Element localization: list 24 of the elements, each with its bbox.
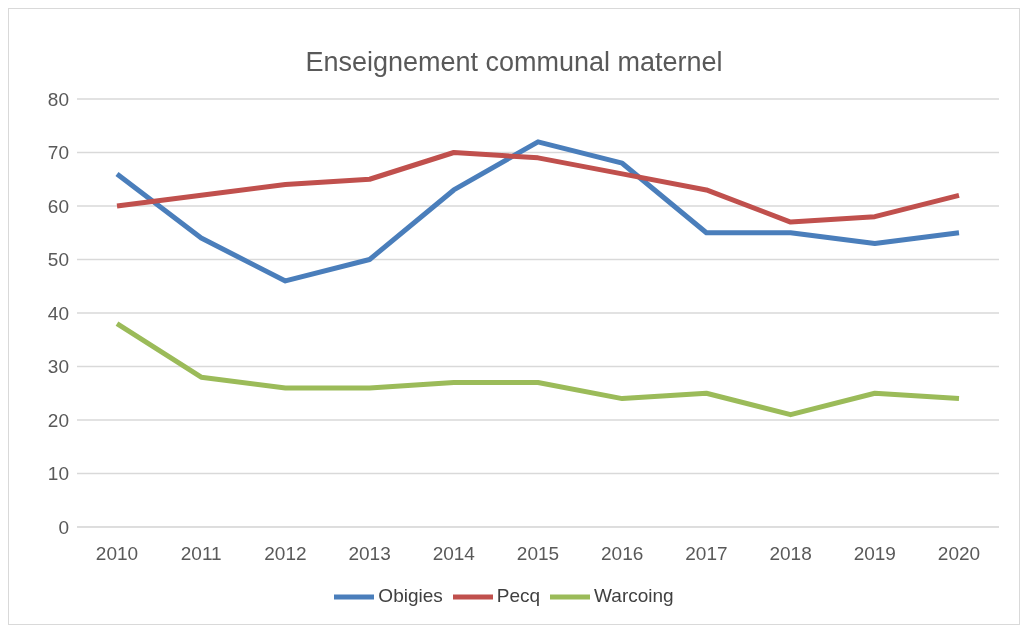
x-tick-label: 2016	[601, 543, 644, 565]
x-tick-label: 2010	[95, 543, 139, 565]
y-tick-label: 20	[47, 409, 69, 431]
x-tick-label: 2020	[937, 543, 981, 565]
x-tick-label: 2013	[348, 543, 391, 565]
legend-label: Obigies	[378, 585, 443, 607]
x-tick-label: 2012	[264, 543, 307, 565]
x-tick-label: 2017	[685, 543, 728, 565]
x-tick-label: 2018	[769, 543, 812, 565]
y-tick-label: 60	[47, 195, 69, 217]
x-tick-label: 2015	[516, 543, 560, 565]
y-tick-label: 10	[47, 463, 69, 485]
y-tick-label: 70	[47, 142, 69, 164]
legend-label: Warcoing	[594, 585, 674, 607]
y-tick-label: 30	[47, 356, 69, 378]
x-tick-label: 2011	[180, 543, 222, 565]
x-tick-label: 2019	[853, 543, 896, 565]
x-tick-label: 2014	[432, 543, 476, 565]
y-tick-label: 40	[47, 302, 69, 324]
chart-title: Enseignement communal maternel	[304, 46, 724, 79]
y-tick-label: 80	[47, 88, 69, 110]
y-tick-label: 50	[47, 249, 69, 271]
legend-label: Pecq	[496, 585, 541, 607]
y-tick-label: 0	[58, 516, 69, 538]
